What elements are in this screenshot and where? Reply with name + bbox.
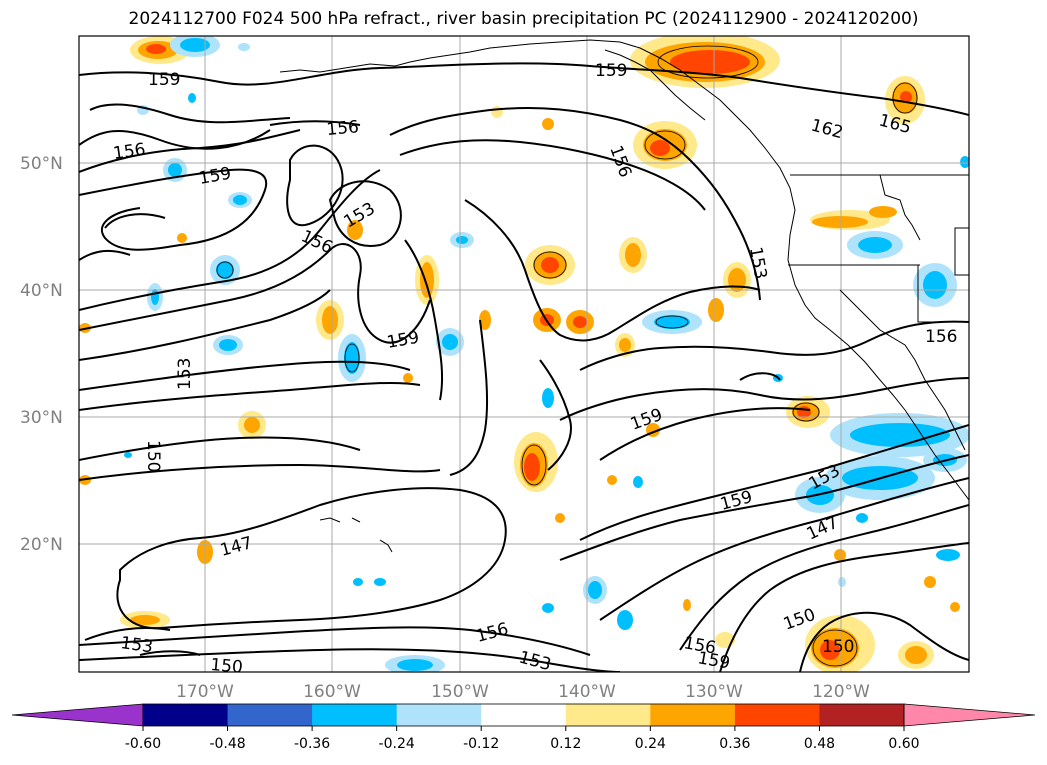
patch-outlines	[216, 45, 918, 667]
colorbar-tick-label: 0.60	[888, 736, 919, 752]
colorbar-tick-label: -0.36	[294, 736, 330, 752]
map-plot-area: 159 156 159 156 153 156 153 150 147 153 …	[79, 36, 969, 678]
colorbar-segment	[396, 704, 482, 726]
colorbar-tick-label: 0.24	[635, 736, 666, 752]
contour-label: 156	[326, 117, 360, 140]
colorbar-tick-label: -0.60	[125, 736, 161, 752]
map-title: 2024112700 F024 500 hPa refract., river …	[128, 9, 919, 29]
colorbar-segment	[734, 704, 820, 726]
contour-label: 153	[175, 358, 195, 390]
contour-label: 150	[143, 440, 163, 472]
contour-label: 159	[595, 61, 627, 81]
colorbar-min-arrow	[11, 703, 144, 727]
lon-label: 140°W	[558, 682, 616, 702]
lon-label: 150°W	[431, 682, 489, 702]
lat-label: 50°N	[20, 154, 63, 174]
negative-precip-patches	[124, 36, 969, 672]
colorbar-max-arrow	[903, 703, 1036, 727]
graticule	[79, 36, 969, 672]
coastlines	[279, 39, 969, 553]
lat-label: 20°N	[20, 535, 63, 555]
colorbar-tick-label: -0.48	[209, 736, 245, 752]
contour-label: 150	[210, 655, 244, 678]
contour-label: 156	[925, 327, 957, 347]
map-frame	[78, 35, 970, 673]
lat-label: 30°N	[20, 408, 63, 428]
colorbar-tick-label: 0.36	[719, 736, 750, 752]
colorbar: -0.60 -0.48 -0.36 -0.24 -0.12 0.12 0.24 0.36 0.4…	[11, 703, 1036, 752]
colorbar-segment	[227, 704, 313, 726]
colorbar-tick-label: 0.12	[550, 736, 581, 752]
contour-lines	[79, 62, 969, 672]
colorbar-frame	[142, 703, 905, 727]
colorbar-segment	[565, 704, 651, 726]
latitude-labels: 50°N 40°N 30°N 20°N	[20, 154, 63, 555]
colorbar-tick-label: -0.12	[463, 736, 499, 752]
longitude-labels: 170°W 160°W 150°W 140°W 130°W 120°W	[176, 682, 870, 702]
lat-label: 40°N	[20, 281, 63, 301]
colorbar-segment	[312, 704, 398, 726]
colorbar-segment	[481, 704, 567, 726]
contour-label: 153	[119, 633, 154, 657]
lon-label: 120°W	[812, 682, 870, 702]
lon-label: 160°W	[303, 682, 361, 702]
contour-label: 159	[148, 70, 180, 90]
colorbar-segment	[650, 704, 736, 726]
contour-label: 150	[822, 637, 854, 657]
colorbar-tick-label: -0.24	[379, 736, 415, 752]
colorbar-tick-label: 0.48	[804, 736, 835, 752]
colorbar-segment	[819, 704, 905, 726]
colorbar-segment	[143, 704, 229, 726]
lon-label: 130°W	[685, 682, 743, 702]
lon-label: 170°W	[176, 682, 234, 702]
contour-label: 159	[696, 648, 731, 673]
contour-label: 156	[112, 140, 147, 164]
